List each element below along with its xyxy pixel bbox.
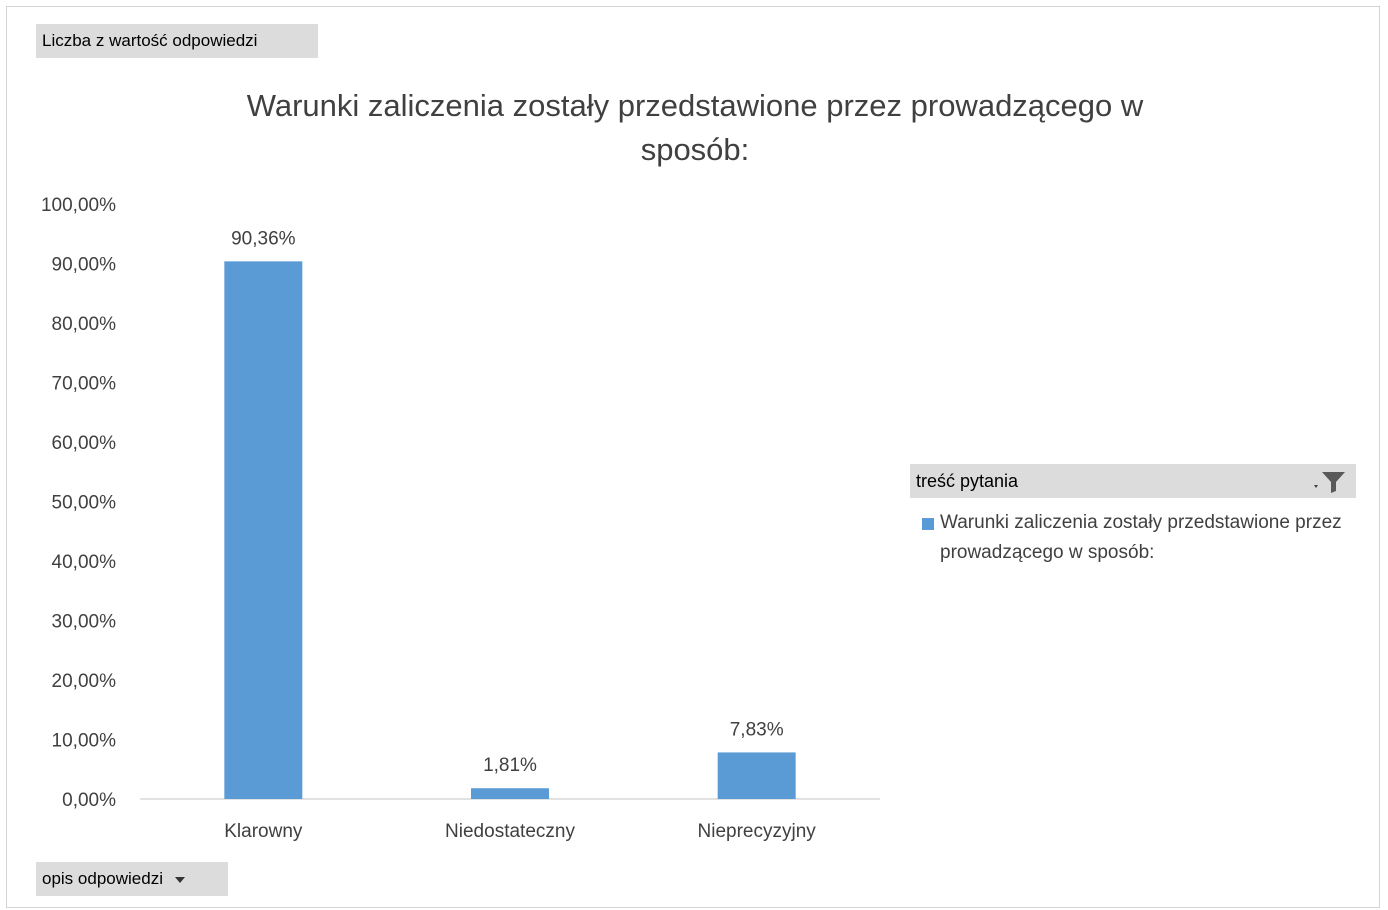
y-tick-label: 20,00% xyxy=(52,671,117,692)
legend-filter-header[interactable]: treść pytania xyxy=(910,464,1356,498)
y-tick-label: 30,00% xyxy=(52,612,117,633)
data-label: 1,81% xyxy=(483,755,537,776)
chevron-down-icon xyxy=(174,876,185,883)
data-label: 90,36% xyxy=(231,228,296,249)
y-tick-label: 40,00% xyxy=(52,552,117,573)
x-tick-label: Klarowny xyxy=(224,821,303,842)
legend-entry: Warunki zaliczenia zostały przedstawione… xyxy=(922,508,1362,568)
x-tick-label: Nieprecyzyjny xyxy=(698,821,817,842)
y-tick-label: 70,00% xyxy=(52,374,117,395)
y-tick-label: 80,00% xyxy=(52,314,117,335)
y-tick-label: 100,00% xyxy=(41,195,116,216)
axis-field-button[interactable]: opis odpowiedzi xyxy=(36,862,228,896)
bar-klarowny[interactable] xyxy=(224,261,303,799)
y-tick-label: 60,00% xyxy=(52,433,117,454)
legend-entry-label: Warunki zaliczenia zostały przedstawione… xyxy=(940,512,1342,563)
y-tick-label: 10,00% xyxy=(52,731,117,752)
y-tick-label: 50,00% xyxy=(52,493,117,514)
y-tick-label: 90,00% xyxy=(52,255,117,276)
bar-nieprecyzyjny[interactable] xyxy=(717,752,796,799)
value-field-label: Liczba z wartość odpowiedzi xyxy=(42,31,258,50)
data-label: 7,83% xyxy=(730,719,784,740)
legend-header-label: treść pytania xyxy=(916,471,1019,491)
y-tick-label: 0,00% xyxy=(62,790,116,811)
filter-icon[interactable] xyxy=(1312,471,1346,493)
x-tick-label: Niedostateczny xyxy=(445,821,575,842)
legend-swatch xyxy=(922,518,934,530)
bar-niedostateczny[interactable] xyxy=(471,788,549,799)
axis-field-label: opis odpowiedzi xyxy=(42,869,163,888)
chart-title: Warunki zaliczenia zostały przedstawione… xyxy=(246,88,1144,167)
value-field-button[interactable]: Liczba z wartość odpowiedzi xyxy=(36,24,318,58)
